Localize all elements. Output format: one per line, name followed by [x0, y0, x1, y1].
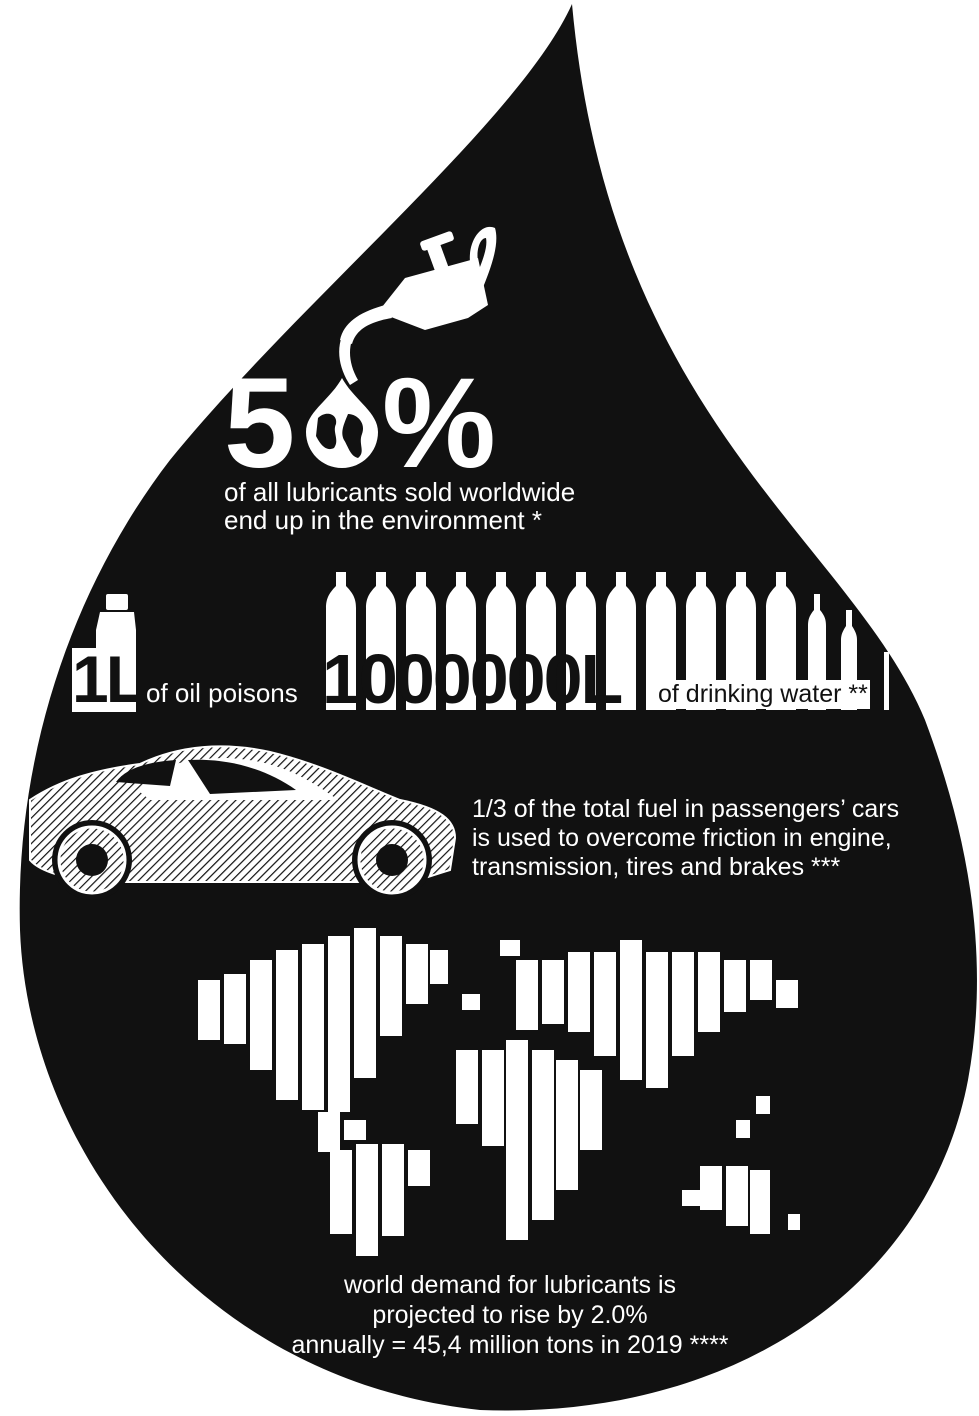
stat4-caption-line2: projected to rise by 2.0% — [372, 1301, 648, 1329]
oil-can-icon — [339, 226, 497, 385]
car-icon — [29, 745, 457, 900]
stat4-caption-line1: world demand for lubricants is — [343, 1271, 677, 1299]
stat2-oil-amount: 1L — [72, 642, 146, 716]
stat1-caption: of all lubricants sold worldwide end up … — [224, 478, 575, 534]
water-bottle-icon — [326, 572, 889, 710]
stat2-mid-text: of oil poisons — [146, 678, 298, 708]
stat4-caption: world demand for lubricants is projected… — [240, 1270, 780, 1360]
stat1-percent: % — [382, 360, 496, 488]
stat3-caption-line3: transmission, tires and brakes *** — [472, 853, 841, 881]
stat1-caption-line2: end up in the environment * — [224, 505, 542, 535]
stat3-caption-line1: 1/3 of the total fuel in passengers’ car… — [472, 795, 900, 823]
stat1-digit: 5 — [224, 352, 295, 495]
stat3-caption: 1/3 of the total fuel in passengers’ car… — [472, 795, 899, 882]
stat2-end-text: of drinking water ** — [656, 680, 870, 709]
stat2-water-amount: 1000000L — [322, 646, 623, 712]
oil-bottle-icon — [72, 594, 136, 712]
world-map-icon — [198, 928, 800, 1256]
globe-drop-icon — [306, 378, 378, 468]
stat4-caption-line3: annually = 45,4 million tons in 2019 ***… — [291, 1331, 729, 1359]
stat1-percent-sign: % — [382, 352, 496, 495]
stat1-big-number: 5 — [224, 360, 295, 488]
stat3-caption-line2: is used to overcome friction in engine, — [472, 824, 892, 852]
stat1-caption-line1: of all lubricants sold worldwide — [224, 477, 576, 507]
